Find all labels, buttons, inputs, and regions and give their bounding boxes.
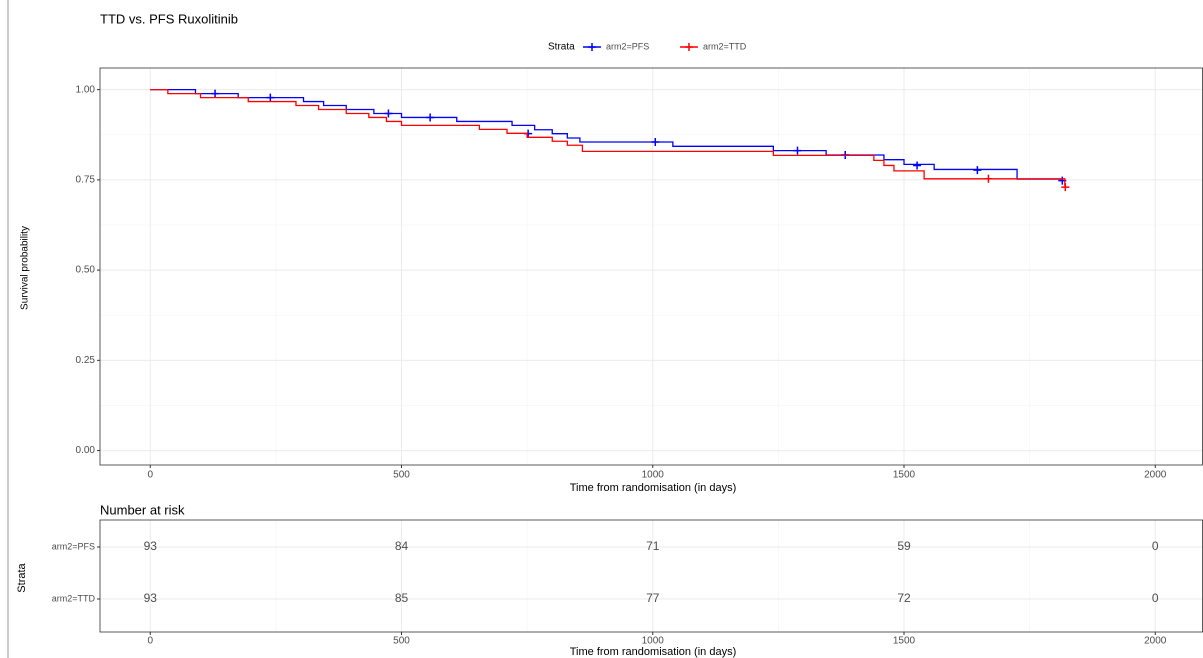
x-tick-label: 0 [147, 470, 153, 481]
censor-mark [426, 113, 435, 122]
y-tick-label: 0.75 [76, 175, 96, 186]
x-tick-label: 1500 [893, 470, 916, 481]
x-axis-label: Time from randomisation (in days) [570, 482, 736, 494]
risk-count: 85 [395, 591, 409, 605]
risk-count: 59 [897, 539, 911, 553]
x-tick-label: 500 [393, 636, 410, 647]
row-label: arm2=PFS [52, 541, 95, 551]
censor-mark [1061, 183, 1070, 192]
y-tick-label: 0.25 [76, 355, 96, 366]
chart-title: TTD vs. PFS Ruxolitinib [100, 11, 238, 26]
survival-curve [150, 89, 1063, 180]
censor-mark [913, 161, 922, 170]
risk-count: 93 [144, 591, 158, 605]
censor-mark [384, 109, 393, 118]
risk-count: 77 [646, 591, 660, 605]
risk-count: 84 [395, 539, 409, 553]
row-label: arm2=TTD [52, 593, 96, 603]
legend-swatch [685, 43, 693, 51]
censor-mark [651, 137, 660, 146]
risk-count: 72 [897, 591, 911, 605]
risk-count: 0 [1152, 591, 1159, 605]
y-tick-label: 1.00 [76, 84, 96, 95]
survival-curve [150, 89, 1066, 186]
risk-count: 0 [1152, 539, 1159, 553]
legend-label: arm2=TTD [703, 41, 747, 51]
y-axis-label: Strata [16, 562, 28, 592]
legend-title: Strata [548, 42, 575, 53]
x-tick-label: 2000 [1144, 636, 1167, 647]
censor-mark [211, 89, 220, 98]
x-tick-label: 1500 [893, 636, 916, 647]
risk-count: 93 [144, 539, 158, 553]
x-tick-label: 0 [147, 636, 153, 647]
censor-mark [793, 146, 802, 155]
x-tick-label: 1000 [642, 636, 665, 647]
y-tick-label: 0.00 [76, 445, 96, 456]
legend-swatch [588, 43, 596, 51]
censor-mark [973, 166, 982, 175]
censor-mark [266, 93, 275, 102]
y-axis-label: Survival probability [20, 226, 31, 310]
table-title: Number at risk [100, 502, 185, 517]
censor-mark [984, 174, 993, 183]
legend-label: arm2=PFS [606, 41, 649, 51]
x-tick-label: 1000 [642, 470, 665, 481]
x-tick-label: 2000 [1144, 470, 1167, 481]
x-tick-label: 500 [393, 470, 410, 481]
x-axis-label: Time from randomisation (in days) [570, 646, 736, 658]
y-tick-label: 0.50 [76, 265, 96, 276]
risk-count: 71 [646, 539, 660, 553]
